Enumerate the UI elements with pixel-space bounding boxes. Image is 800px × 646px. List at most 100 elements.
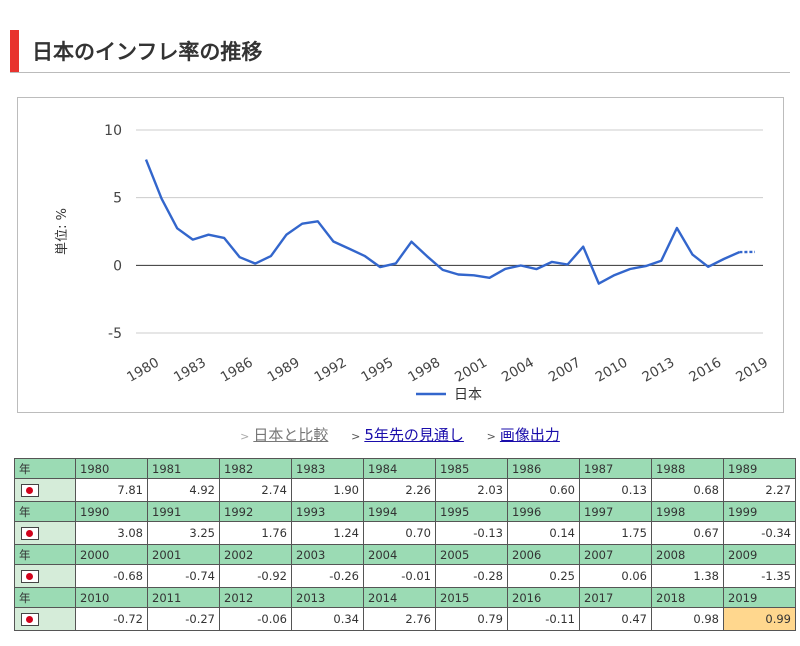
- year-cell: 1988: [651, 458, 724, 479]
- year-cell: 2018: [651, 587, 724, 608]
- japan-flag-icon: [21, 484, 39, 497]
- value-cell: 0.25: [507, 564, 580, 588]
- value-cell: 2.03: [435, 478, 508, 502]
- year-header-label: 年: [14, 458, 76, 479]
- value-cell: 0.70: [363, 521, 436, 545]
- value-cell: -0.27: [147, 607, 220, 631]
- flag-cell: [14, 521, 76, 545]
- year-cell: 2016: [507, 587, 580, 608]
- compare-link[interactable]: > 日本と比較: [240, 424, 328, 445]
- chart-container: 10 5 0 -5 単位: % 1980 1983 1986 1989 1992 1995 1998 2…: [17, 97, 784, 413]
- y-tick-label: 5: [113, 191, 122, 207]
- image-export-link[interactable]: > 画像出力: [487, 424, 560, 445]
- value-cell: -0.13: [435, 521, 508, 545]
- value-cell: 0.34: [291, 607, 364, 631]
- value-cell: 2.76: [363, 607, 436, 631]
- value-cell: -0.92: [219, 564, 292, 588]
- x-tick-label: 1989: [265, 355, 303, 386]
- y-tick-label: 10: [104, 123, 122, 139]
- table-year-row: 年 1980 1981 1982 1983 1984 1985 1986 1987 1988 198…: [14, 458, 796, 479]
- year-cell: 1994: [363, 501, 436, 522]
- year-cell: 2017: [579, 587, 652, 608]
- value-cell: 0.79: [435, 607, 508, 631]
- x-tick-label: 2007: [546, 355, 584, 386]
- inflation-line-chart: 10 5 0 -5 単位: % 1980 1983 1986 1989 1992 1995 1998 2…: [54, 123, 771, 403]
- value-cell: 0.14: [507, 521, 580, 545]
- value-cell: 3.08: [75, 521, 148, 545]
- value-cell: 2.26: [363, 478, 436, 502]
- table-year-row: 年 2010 2011 2012 2013 2014 2015 2016 2017 2018 201…: [14, 587, 796, 608]
- x-tick-label: 2013: [640, 355, 678, 386]
- value-cell: -0.72: [75, 607, 148, 631]
- year-cell: 2012: [219, 587, 292, 608]
- year-cell: 2002: [219, 544, 292, 565]
- x-tick-label: 1992: [312, 355, 350, 386]
- y-axis-label: 単位: %: [54, 208, 70, 255]
- year-cell: 1992: [219, 501, 292, 522]
- value-cell: 0.06: [579, 564, 652, 588]
- x-tick-label: 1998: [405, 355, 443, 386]
- forecast-link-label[interactable]: 5年先の見通し: [364, 426, 464, 444]
- value-cell: 1.76: [219, 521, 292, 545]
- year-cell: 1986: [507, 458, 580, 479]
- value-cell: 0.60: [507, 478, 580, 502]
- value-cell: -0.34: [723, 521, 796, 545]
- year-cell: 1987: [579, 458, 652, 479]
- value-cell: 1.24: [291, 521, 364, 545]
- y-tick-label: 0: [113, 258, 122, 274]
- japan-flag-icon: [21, 527, 39, 540]
- compare-link-label[interactable]: 日本と比較: [253, 426, 329, 444]
- year-cell: 1995: [435, 501, 508, 522]
- value-cell: -0.11: [507, 607, 580, 631]
- forecast-link[interactable]: >5年先の見通し: [351, 424, 464, 445]
- japan-flag-icon: [21, 570, 39, 583]
- year-cell: 2010: [75, 587, 148, 608]
- x-tick-label: 2016: [686, 355, 724, 386]
- year-cell: 2008: [651, 544, 724, 565]
- x-tick-label: 1983: [171, 355, 209, 386]
- table-year-row: 年 1990 1991 1992 1993 1994 1995 1996 1997 1998 199…: [14, 501, 796, 522]
- year-cell: 1999: [723, 501, 796, 522]
- flag-cell: [14, 564, 76, 588]
- year-cell: 2004: [363, 544, 436, 565]
- year-header-label: 年: [14, 587, 76, 608]
- value-cell: -1.35: [723, 564, 796, 588]
- value-cell: 0.98: [651, 607, 724, 631]
- year-cell: 1997: [579, 501, 652, 522]
- value-cell: -0.01: [363, 564, 436, 588]
- year-cell: 1991: [147, 501, 220, 522]
- year-cell: 1996: [507, 501, 580, 522]
- table-value-row: 7.81 4.92 2.74 1.90 2.26 2.03 0.60 0.13 0.68 2.27: [14, 478, 796, 502]
- x-tick-label: 1980: [124, 355, 162, 386]
- series-line-japan: [144, 159, 740, 285]
- action-links: > 日本と比較 >5年先の見通し > 画像出力: [0, 424, 800, 445]
- year-cell: 1984: [363, 458, 436, 479]
- value-cell: -0.74: [147, 564, 220, 588]
- value-cell: 1.90: [291, 478, 364, 502]
- x-tick-label: 1995: [358, 355, 396, 386]
- year-header-label: 年: [14, 544, 76, 565]
- year-cell: 1990: [75, 501, 148, 522]
- table-year-row: 年 2000 2001 2002 2003 2004 2005 2006 2007 2008 200…: [14, 544, 796, 565]
- year-cell: 2015: [435, 587, 508, 608]
- image-export-link-label[interactable]: 画像出力: [499, 426, 560, 444]
- value-cell: 3.25: [147, 521, 220, 545]
- value-cell: 1.38: [651, 564, 724, 588]
- year-cell: 1980: [75, 458, 148, 479]
- chevron-right-icon: >: [240, 430, 250, 443]
- value-cell: -0.26: [291, 564, 364, 588]
- y-tick-label: -5: [108, 326, 122, 342]
- value-cell: 2.27: [723, 478, 796, 502]
- value-cell: 0.68: [651, 478, 724, 502]
- year-cell: 2003: [291, 544, 364, 565]
- year-cell: 2013: [291, 587, 364, 608]
- title-accent-bar: [10, 30, 19, 72]
- value-cell: 0.67: [651, 521, 724, 545]
- value-cell: -0.06: [219, 607, 292, 631]
- value-cell: 0.99: [723, 607, 796, 631]
- chevron-right-icon: >: [486, 430, 496, 443]
- year-cell: 2014: [363, 587, 436, 608]
- chevron-right-icon: >: [351, 430, 361, 443]
- value-cell: 2.74: [219, 478, 292, 502]
- year-cell: 2011: [147, 587, 220, 608]
